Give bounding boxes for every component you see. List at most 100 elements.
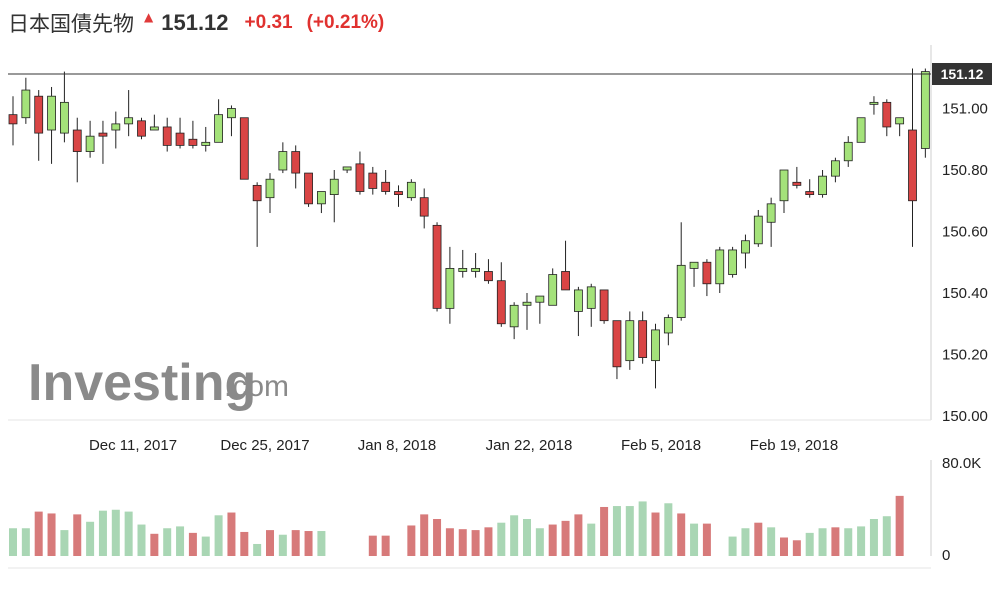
candle-body bbox=[252, 184, 262, 202]
candle bbox=[342, 166, 352, 174]
candle bbox=[663, 314, 673, 346]
last-price-line: 151.12 bbox=[8, 63, 992, 85]
volume-bar bbox=[86, 521, 95, 556]
candle-body bbox=[368, 172, 378, 189]
candle-body bbox=[278, 151, 288, 171]
candle-body bbox=[47, 95, 56, 131]
volume-bar bbox=[188, 532, 197, 556]
volume-bar bbox=[9, 528, 17, 556]
volume-bar bbox=[21, 528, 30, 556]
volume-bar bbox=[278, 534, 287, 556]
date-axis: Dec 11, 2017 Dec 25, 2017 Jan 8, 2018 Jan 2… bbox=[89, 437, 838, 454]
candle-body bbox=[85, 135, 95, 152]
candle-body bbox=[355, 163, 365, 192]
candle bbox=[265, 173, 275, 214]
volume-bar bbox=[882, 516, 891, 556]
candle-body bbox=[741, 240, 750, 254]
candle-body bbox=[21, 89, 31, 119]
volume-series bbox=[9, 495, 904, 556]
volume-bar bbox=[458, 529, 467, 556]
candle-body bbox=[599, 289, 609, 322]
candle-body bbox=[329, 178, 339, 196]
volume-bar bbox=[420, 514, 429, 556]
volume-bar bbox=[253, 543, 262, 556]
volume-bar bbox=[561, 520, 570, 556]
candle bbox=[908, 68, 917, 247]
candle bbox=[831, 157, 840, 183]
volume-bar bbox=[291, 530, 300, 556]
candle bbox=[239, 117, 249, 180]
candle-body bbox=[34, 95, 44, 134]
candle-body bbox=[291, 151, 301, 174]
date-tick-label: Jan 8, 2018 bbox=[358, 437, 436, 454]
candle-body bbox=[843, 141, 853, 162]
volume-bar bbox=[111, 509, 120, 556]
volume-bar bbox=[869, 519, 878, 556]
candle bbox=[316, 191, 326, 214]
volume-bar bbox=[677, 513, 686, 556]
volume-bar bbox=[317, 531, 326, 556]
volume-bar bbox=[214, 515, 223, 556]
volume-bar bbox=[240, 531, 249, 556]
candle bbox=[329, 170, 339, 223]
candle bbox=[856, 117, 866, 143]
volume-bar bbox=[510, 515, 519, 556]
candle bbox=[741, 234, 750, 269]
instrument-name: 日本国債先物 bbox=[8, 12, 134, 36]
date-tick-label: Feb 19, 2018 bbox=[750, 437, 838, 454]
candle bbox=[574, 286, 583, 337]
candle bbox=[368, 166, 378, 195]
watermark-suffix: .com bbox=[224, 370, 289, 403]
volume-tick-label: 0 bbox=[942, 547, 950, 564]
candle bbox=[406, 179, 416, 201]
candle-body bbox=[432, 224, 442, 309]
candle-body bbox=[484, 271, 493, 282]
candle-body bbox=[586, 286, 596, 309]
candle-body bbox=[535, 295, 545, 303]
price-tick-label: 150.00 bbox=[942, 408, 988, 425]
volume-bar bbox=[137, 524, 146, 556]
candle-body bbox=[895, 117, 905, 125]
volume-bar bbox=[574, 514, 583, 556]
candle bbox=[920, 68, 930, 158]
volume-bar bbox=[471, 530, 480, 556]
candle bbox=[201, 126, 211, 152]
candle-body bbox=[715, 249, 725, 285]
candle-body bbox=[753, 215, 763, 245]
date-tick-label: Jan 22, 2018 bbox=[486, 437, 573, 454]
candle bbox=[432, 222, 442, 312]
volume-bar bbox=[150, 533, 159, 556]
volume-bar bbox=[60, 530, 69, 556]
candle bbox=[676, 222, 686, 321]
candle bbox=[72, 117, 82, 183]
candle-body bbox=[651, 329, 660, 362]
candle-body bbox=[458, 267, 468, 272]
candle bbox=[818, 170, 827, 198]
volume-bar bbox=[612, 506, 621, 556]
volume-bar bbox=[407, 525, 416, 556]
candle bbox=[124, 90, 134, 137]
volume-bar bbox=[368, 535, 377, 556]
candle bbox=[252, 182, 262, 247]
candle-body bbox=[676, 264, 686, 319]
candle bbox=[304, 172, 313, 207]
up-arrow-icon: ▲ bbox=[144, 10, 154, 24]
volume-bar bbox=[638, 501, 647, 556]
candle bbox=[291, 145, 301, 189]
candle bbox=[47, 86, 56, 164]
candle-body bbox=[728, 249, 737, 275]
candle-body bbox=[882, 101, 892, 128]
candle-body bbox=[869, 101, 879, 105]
candle bbox=[805, 179, 815, 198]
candle-body bbox=[342, 166, 352, 171]
candle bbox=[895, 117, 905, 137]
price-change: +0.31 bbox=[244, 12, 293, 33]
candle bbox=[8, 96, 18, 146]
volume-bar bbox=[767, 527, 776, 556]
candle-body bbox=[394, 191, 403, 195]
volume-bar bbox=[304, 531, 313, 556]
candle bbox=[753, 209, 763, 247]
candle-body bbox=[227, 108, 236, 119]
candle-body bbox=[522, 301, 532, 306]
